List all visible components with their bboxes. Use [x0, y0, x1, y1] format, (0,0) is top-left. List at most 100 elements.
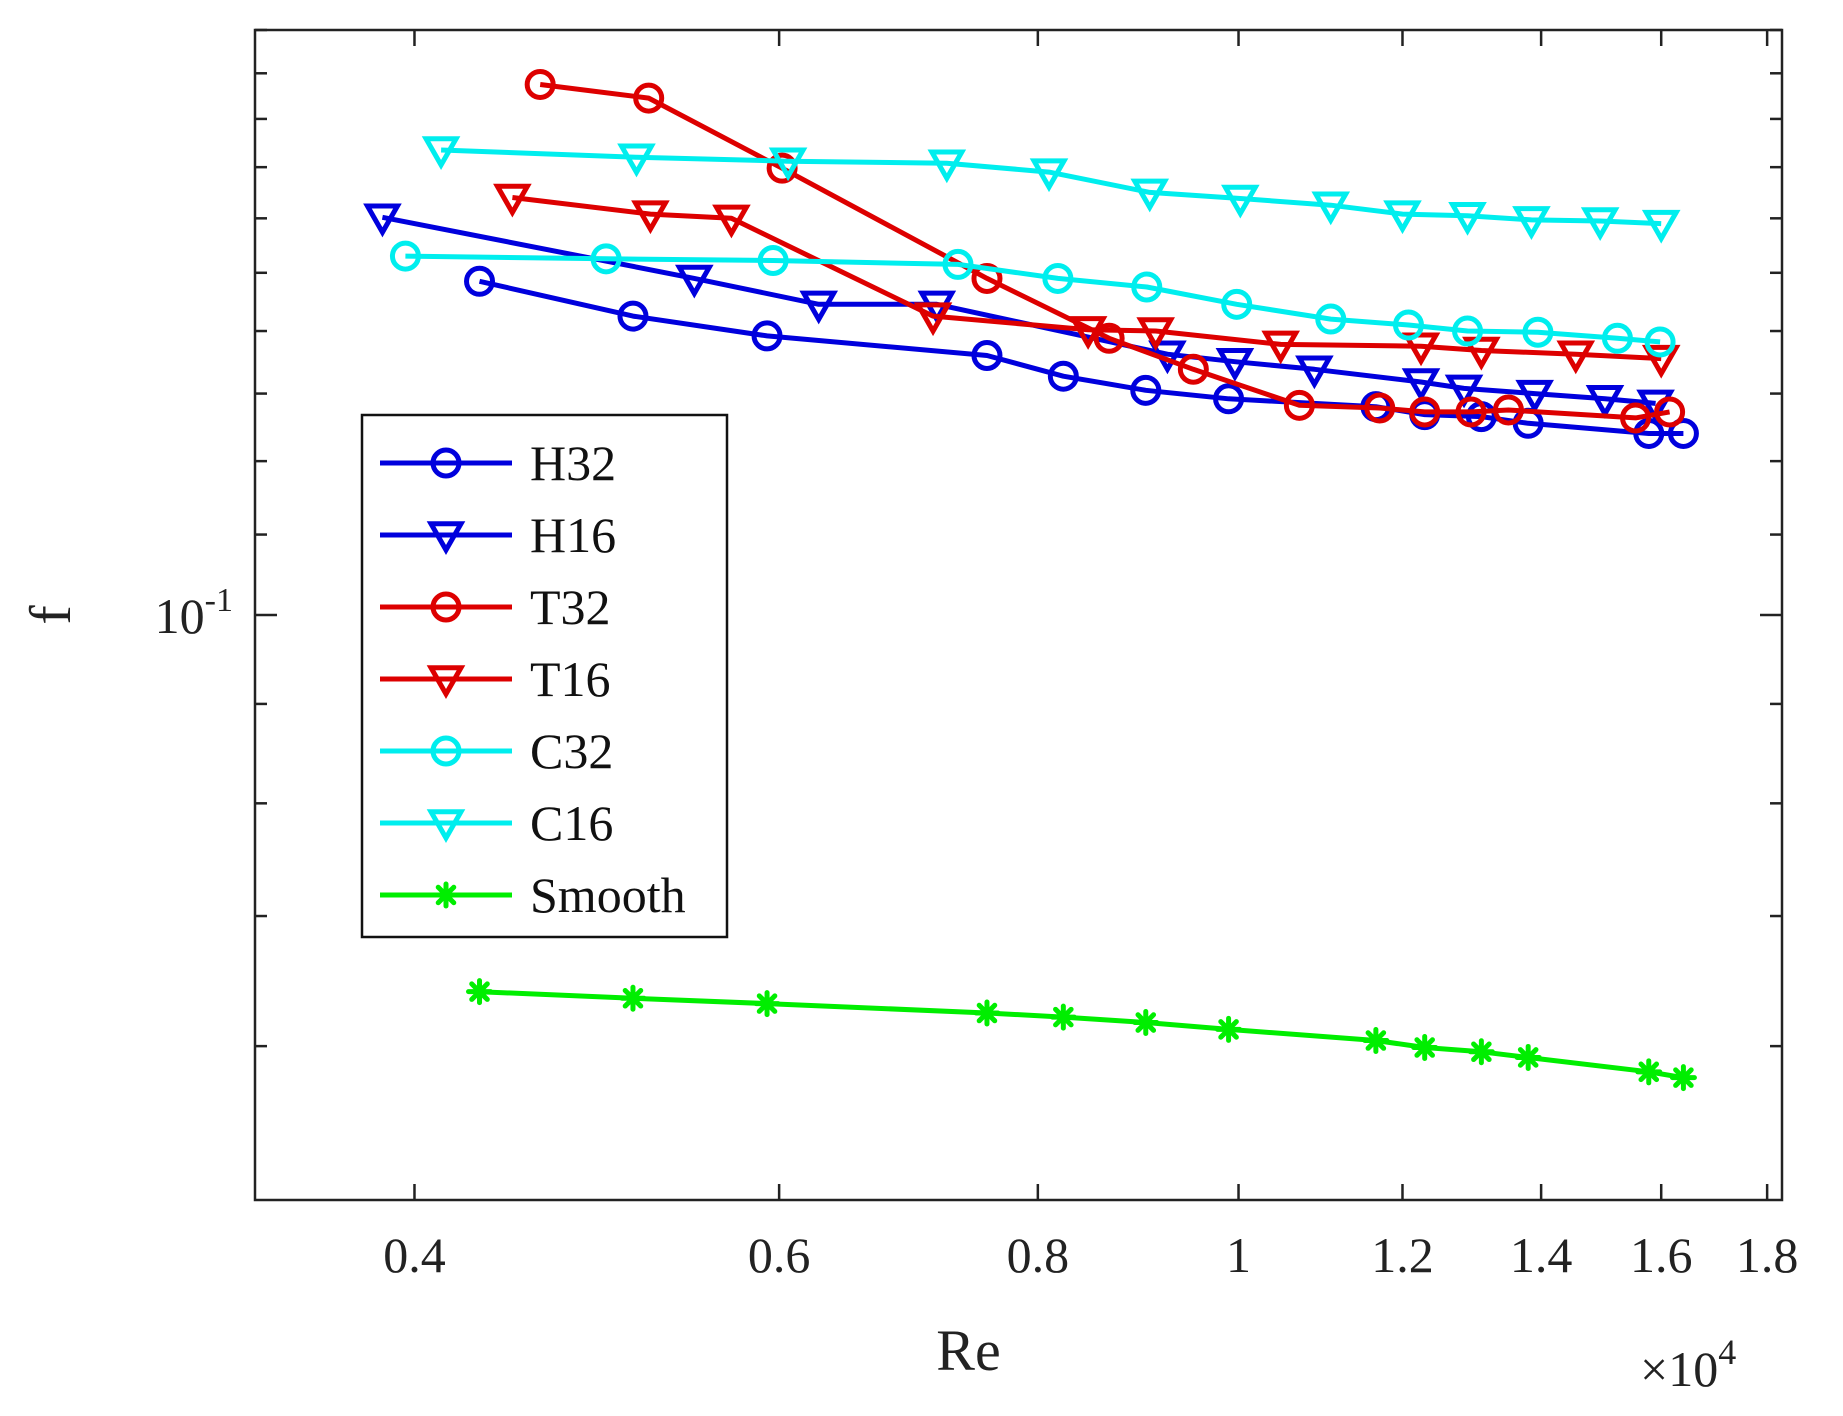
data-point-h16	[799, 290, 839, 325]
data-point-h32	[617, 300, 649, 332]
series-line-h32	[478, 278, 1684, 436]
x-axis-title: Re	[936, 1318, 1000, 1383]
data-point-t32	[633, 82, 665, 114]
x-tick-label: 0.4	[383, 1227, 446, 1283]
data-point-t32	[524, 68, 556, 100]
data-point-c32	[1392, 309, 1424, 341]
data-point-t32	[1620, 402, 1652, 434]
series-line-c16	[441, 147, 1662, 227]
data-point-c16	[1221, 184, 1260, 219]
legend-label: T32	[530, 579, 611, 635]
legend-item-h32: H32	[380, 435, 616, 491]
plot-frame	[253, 28, 1784, 1202]
series-c32	[389, 240, 1676, 358]
legend-marker	[430, 591, 462, 623]
legend-marker	[426, 809, 466, 844]
legend-box	[360, 413, 729, 939]
x-axis-multiplier: ×104	[1640, 1332, 1736, 1397]
x-tick-label: 1.6	[1630, 1227, 1693, 1283]
series-line-t16	[512, 195, 1662, 362]
data-point-t16	[1401, 332, 1441, 367]
data-point-t16	[1641, 344, 1681, 379]
legend-item-t32: T32	[380, 579, 611, 635]
series-t16	[493, 183, 1681, 379]
data-point-smooth	[1514, 1043, 1542, 1071]
data-point-c32	[942, 248, 974, 280]
legend-item-h16: H16	[380, 507, 616, 563]
data-point-smooth	[466, 978, 494, 1006]
data-point-c16	[927, 149, 967, 184]
data-point-t16	[913, 302, 953, 337]
legend-marker	[426, 665, 466, 700]
x-tick-label: 1	[1226, 1227, 1251, 1283]
data-point-c16	[1383, 200, 1422, 235]
y-tick-label-base: 10	[155, 588, 205, 644]
data-point-t32	[1283, 389, 1315, 421]
legend-label: C16	[530, 795, 613, 851]
x-tick-label: 0.8	[1007, 1227, 1070, 1283]
data-point-c16	[768, 147, 808, 182]
legend-label: H16	[530, 507, 616, 563]
legend-marker	[430, 447, 462, 479]
y-axis-title: f	[18, 605, 83, 625]
data-point-smooth	[1215, 1015, 1243, 1043]
data-point-h16	[1295, 355, 1334, 390]
data-point-t32	[971, 262, 1003, 294]
data-point-t16	[1068, 316, 1108, 350]
data-point-h32	[1130, 374, 1162, 406]
legend-label: C32	[530, 723, 613, 779]
tick-marks	[255, 28, 1782, 1200]
data-point-c32	[1131, 271, 1163, 303]
y-tick-label-exponent: -1	[205, 582, 233, 619]
legend: H32 H16 T32 T16 C32 C16 Smooth	[360, 413, 729, 939]
data-point-c16	[1580, 207, 1620, 242]
data-point-t32	[1364, 392, 1396, 424]
data-point-h32	[1047, 360, 1079, 392]
series-smooth	[466, 978, 1697, 1092]
data-point-h32	[751, 320, 783, 352]
data-point-t16	[1556, 340, 1596, 375]
data-point-smooth	[619, 984, 647, 1012]
y-tick-label: 10-1	[155, 582, 233, 644]
legend-item-c32: C32	[380, 723, 613, 779]
data-point-t16	[1462, 336, 1501, 371]
data-point-h16	[1444, 374, 1484, 409]
data-point-c32	[1452, 315, 1484, 347]
series-line-c32	[405, 253, 1661, 345]
data-point-h32	[464, 265, 496, 297]
x-tick-label: 1.2	[1371, 1227, 1434, 1283]
data-point-t32	[1455, 396, 1487, 428]
legend-marker	[430, 735, 462, 767]
data-point-c32	[590, 243, 622, 275]
data-point-smooth	[1049, 1003, 1077, 1031]
data-point-h32	[971, 339, 1003, 371]
data-point-h16	[675, 264, 714, 299]
data-point-t32	[1093, 322, 1125, 354]
x-axis-multiplier-exponent: 4	[1718, 1332, 1736, 1372]
legend-label: T16	[530, 651, 611, 707]
x-tick-label: 1.4	[1510, 1227, 1573, 1283]
data-point-c16	[1311, 191, 1351, 226]
series-c16	[421, 136, 1681, 244]
data-point-h16	[1515, 379, 1554, 414]
data-point-c16	[617, 143, 656, 178]
data-point-h32	[1213, 383, 1245, 415]
data-point-smooth	[1132, 1009, 1160, 1037]
data-point-t32	[1409, 396, 1441, 428]
data-point-c32	[1601, 322, 1633, 354]
data-point-t16	[1136, 317, 1175, 352]
data-point-t32	[1177, 353, 1209, 385]
data-point-c16	[1641, 209, 1681, 244]
data-point-c32	[1644, 326, 1676, 358]
data-point-c16	[421, 136, 461, 171]
data-point-c32	[1042, 262, 1074, 294]
data-point-smooth	[753, 990, 781, 1018]
series-layer	[363, 68, 1699, 1092]
data-point-c32	[1522, 316, 1554, 348]
data-point-c16	[1448, 201, 1487, 236]
data-point-h32	[1667, 417, 1699, 449]
data-point-smooth	[1411, 1034, 1439, 1062]
data-point-c32	[1315, 303, 1347, 335]
